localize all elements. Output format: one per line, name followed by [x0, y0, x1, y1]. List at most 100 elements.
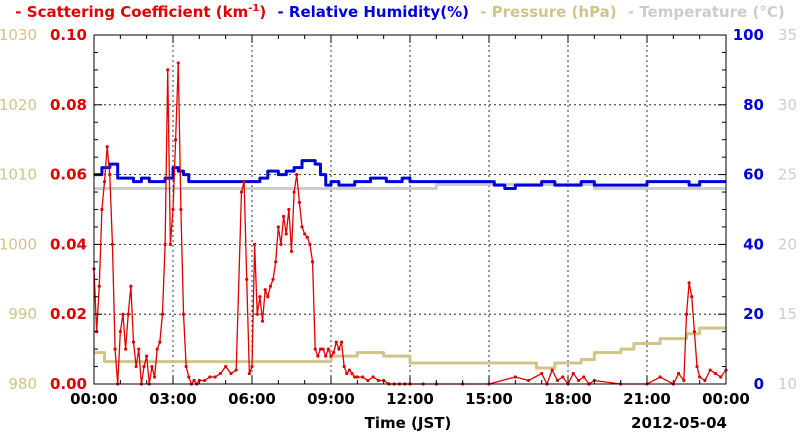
- legend-humidity-label: Relative Humidity(%): [288, 3, 469, 21]
- scattering-point: [345, 371, 349, 376]
- chart-grid: [94, 35, 726, 384]
- scattering-point: [150, 364, 154, 369]
- scattering-point: [168, 242, 172, 246]
- scattering-point: [687, 281, 691, 285]
- x-tick-label: 06:00: [228, 390, 276, 408]
- temperature-series-line: [94, 182, 726, 191]
- scattering-point: [192, 378, 196, 383]
- scattering-point: [347, 368, 352, 372]
- chart-tick-labels: 00:00 03:00 06:00 09:00 12:00 15:00 18:00 21:00…: [0, 26, 797, 408]
- scattering-point: [695, 364, 699, 369]
- scattering-point: [318, 347, 323, 351]
- scattering-point: [266, 295, 270, 299]
- scattering-point: [184, 364, 188, 369]
- scattering-point: [155, 347, 159, 351]
- scattering-point: [555, 378, 560, 383]
- scattering-point: [110, 242, 115, 246]
- scattering-point: [310, 260, 315, 264]
- legend-scattering-sup: -1: [248, 3, 260, 14]
- scattering-point: [253, 242, 257, 246]
- scattering-point: [550, 368, 554, 372]
- legend-scattering-close: ): [259, 3, 267, 21]
- humidity-tick-label: 20: [743, 305, 764, 323]
- scattering-tick-label: 0.10: [50, 26, 87, 44]
- scattering-point: [239, 190, 244, 194]
- scattering-point: [179, 207, 183, 212]
- scattering-point: [242, 179, 246, 184]
- legend-pressure: - Pressure (hPa): [480, 3, 622, 21]
- scattering-point: [134, 364, 138, 369]
- scattering-point: [137, 347, 141, 351]
- scattering-point: [258, 295, 262, 299]
- scattering-point: [703, 378, 707, 383]
- scattering-point: [332, 350, 336, 355]
- temperature-tick-label: 25: [778, 166, 797, 184]
- x-tick-label: 12:00: [386, 390, 434, 408]
- x-tick-label: 00:00: [702, 390, 750, 408]
- scattering-point: [129, 284, 133, 288]
- scattering-point: [313, 347, 317, 351]
- scattering-point: [97, 284, 101, 288]
- scattering-point: [289, 249, 294, 253]
- chart-series-layer: [92, 61, 728, 386]
- scattering-point: [366, 378, 370, 383]
- scattering-point: [271, 277, 275, 281]
- legend-temperature: - Temperature (°C): [628, 3, 785, 21]
- scattering-point: [690, 295, 694, 299]
- scattering-point: [250, 364, 254, 369]
- scattering-point: [176, 61, 180, 65]
- legend-temperature-dash: -: [627, 3, 635, 21]
- pressure-tick-label: 990: [8, 305, 37, 323]
- scattering-point: [234, 368, 238, 372]
- scattering-point: [371, 375, 375, 379]
- pressure-tick-label: 980: [8, 375, 37, 393]
- scattering-point: [582, 375, 586, 379]
- scattering-point: [713, 371, 718, 376]
- scattering-point: [171, 207, 175, 212]
- scattering-point: [342, 364, 346, 369]
- scattering-point: [284, 232, 288, 236]
- scattering-point: [163, 242, 167, 246]
- scattering-point: [350, 371, 354, 376]
- pressure-tick-label: 1030: [0, 26, 37, 44]
- scattering-point: [316, 354, 320, 358]
- legend-temperature-label: Temperature (°C): [639, 3, 785, 21]
- humidity-tick-label: 40: [743, 235, 764, 253]
- scattering-point: [229, 371, 233, 376]
- scattering-point: [355, 375, 359, 379]
- scattering-tick-label: 0.06: [50, 166, 87, 184]
- humidity-tick-label: 0: [754, 375, 764, 393]
- chart-axes: [93, 34, 727, 385]
- temperature-tick-label: 35: [778, 26, 797, 44]
- scattering-point: [187, 375, 191, 379]
- x-tick-label: 09:00: [307, 390, 355, 408]
- legend-humidity-dash: -: [277, 3, 284, 21]
- scattering-point: [329, 354, 333, 358]
- x-tick-label: 18:00: [544, 390, 592, 408]
- scattering-point: [218, 371, 222, 376]
- humidity-series-line: [94, 159, 726, 191]
- legend-scattering-dash: -: [15, 3, 22, 21]
- scattering-tick-label: 0.00: [50, 375, 87, 393]
- scattering-point: [203, 378, 207, 383]
- scattering-point: [321, 347, 325, 351]
- scattering-point: [174, 138, 178, 142]
- scattering-point: [255, 312, 259, 316]
- scattering-point: [677, 371, 681, 376]
- scattering-point: [305, 235, 309, 240]
- temperature-tick-label: 30: [778, 96, 797, 114]
- scattering-point: [326, 347, 330, 351]
- scattering-point: [158, 340, 162, 344]
- legend-scattering-label: Scattering Coefficient (km: [26, 3, 249, 21]
- pressure-series-line: [94, 326, 726, 370]
- scattering-point: [121, 312, 125, 316]
- temperature-tick-label: 20: [778, 235, 797, 253]
- humidity-tick-label: 80: [743, 96, 764, 114]
- legend-scattering: - Scattering Coefficient (km-1): [15, 3, 271, 21]
- scattering-point: [276, 225, 280, 229]
- scattering-point: [208, 375, 212, 379]
- x-axis-label: Time (JST): [365, 414, 452, 432]
- scattering-point: [274, 260, 278, 264]
- scattering-point: [292, 190, 296, 194]
